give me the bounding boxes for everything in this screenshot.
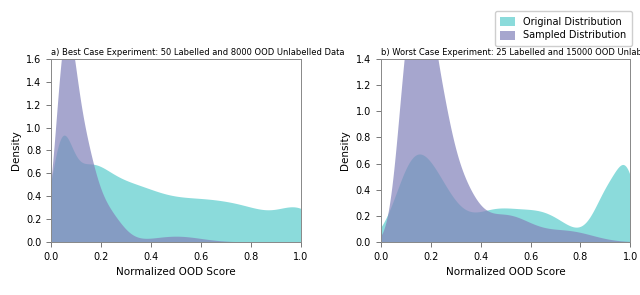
Y-axis label: Density: Density xyxy=(340,131,350,170)
Text: b) Worst Case Experiment: 25 Labelled and 15000 OOD Unlabelled Data: b) Worst Case Experiment: 25 Labelled an… xyxy=(381,48,640,57)
X-axis label: Normalized OOD Score: Normalized OOD Score xyxy=(445,267,565,277)
Y-axis label: Density: Density xyxy=(10,131,20,170)
Legend: Original Distribution, Sampled Distribution: Original Distribution, Sampled Distribut… xyxy=(495,11,632,46)
X-axis label: Normalized OOD Score: Normalized OOD Score xyxy=(116,267,236,277)
Text: a) Best Case Experiment: 50 Labelled and 8000 OOD Unlabelled Data: a) Best Case Experiment: 50 Labelled and… xyxy=(51,48,345,57)
